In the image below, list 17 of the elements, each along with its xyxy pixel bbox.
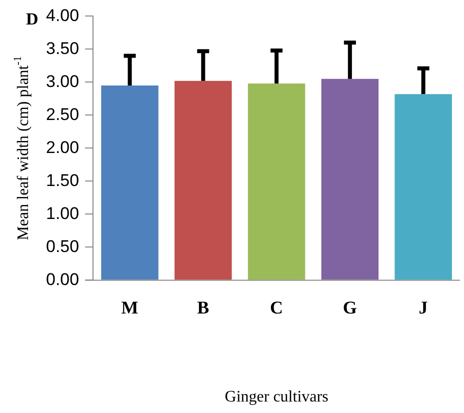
x-axis-title: Ginger cultivars (224, 388, 328, 406)
y-axis-title: Mean leaf width (cm) plant-1 (12, 56, 32, 240)
y-tick-label: 3.00 (46, 72, 80, 91)
x-tick-label: J (418, 298, 428, 318)
x-tick-label: G (342, 298, 357, 318)
y-tick-label: 2.00 (46, 138, 80, 157)
y-tick-label: 3.50 (46, 38, 80, 58)
y-tick-label: 2.50 (46, 104, 80, 124)
y-tick-label: 1.00 (46, 204, 80, 223)
x-tick-label: M (121, 298, 138, 318)
y-tick-label: 0.00 (46, 270, 80, 289)
text: D (26, 9, 38, 28)
x-tick-label: B (197, 298, 210, 318)
y-tick-label: 4.00 (46, 6, 80, 25)
x-tick-label: C (270, 298, 284, 318)
y-tick-label: 0.50 (46, 236, 80, 256)
y-tick-label: 1.50 (46, 170, 80, 190)
